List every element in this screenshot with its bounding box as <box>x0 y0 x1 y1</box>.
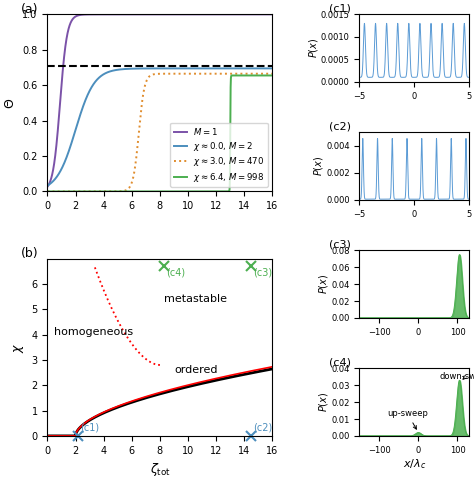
Y-axis label: $P(x)$: $P(x)$ <box>307 38 319 58</box>
$\chi \approx 0.0$, $M = 2$ <box>263 66 268 71</box>
X-axis label: $x/\lambda_c$: $x/\lambda_c$ <box>403 457 426 471</box>
$M = 1$ <box>252 11 257 17</box>
$\chi \approx 6.4$, $M = 998$ <box>252 73 257 79</box>
Line: $M = 1$: $M = 1$ <box>47 14 273 187</box>
$\chi \approx 3.0$, $M = 470$ <box>263 71 268 77</box>
Y-axis label: $P(x)$: $P(x)$ <box>317 274 330 294</box>
Text: (c1): (c1) <box>80 423 99 433</box>
$\chi \approx 6.4$, $M = 998$ <box>208 189 214 194</box>
Text: metastable: metastable <box>164 294 227 304</box>
$\chi \approx 3.0$, $M = 470$ <box>45 189 50 194</box>
$\chi \approx 6.4$, $M = 998$ <box>139 189 145 194</box>
$\chi \approx 6.4$, $M = 998$ <box>141 189 146 194</box>
Text: (c2): (c2) <box>329 122 351 132</box>
Text: (c3): (c3) <box>254 267 273 277</box>
Text: (b): (b) <box>20 247 38 260</box>
Y-axis label: $P(x)$: $P(x)$ <box>312 156 325 176</box>
Text: homogeneous: homogeneous <box>55 327 134 337</box>
$\chi \approx 3.0$, $M = 470$ <box>139 100 145 106</box>
$M = 1$ <box>208 11 214 17</box>
$\chi \approx 0.0$, $M = 2$ <box>252 66 257 71</box>
$M = 1$ <box>263 11 268 17</box>
X-axis label: $\zeta_{\mathrm{tot}}$: $\zeta_{\mathrm{tot}}$ <box>149 461 170 478</box>
$M = 1$ <box>141 11 146 17</box>
$M = 1$ <box>45 184 50 190</box>
Y-axis label: $\chi$: $\chi$ <box>12 342 26 353</box>
$\chi \approx 0.0$, $M = 2$ <box>45 183 50 189</box>
$\chi \approx 0.0$, $M = 2$ <box>152 66 157 71</box>
$\chi \approx 0.0$, $M = 2$ <box>208 66 214 71</box>
$\chi \approx 3.0$, $M = 470$ <box>239 71 245 77</box>
$\chi \approx 0.0$, $M = 2$ <box>139 66 145 71</box>
$\chi \approx 6.4$, $M = 998$ <box>152 189 157 194</box>
$\chi \approx 3.0$, $M = 470$ <box>208 71 214 77</box>
Line: $\chi \approx 6.4$, $M = 998$: $\chi \approx 6.4$, $M = 998$ <box>47 76 273 192</box>
Text: (c4): (c4) <box>329 358 351 368</box>
Text: (c3): (c3) <box>329 240 351 250</box>
$M = 1$ <box>270 11 275 17</box>
$M = 1$ <box>139 11 145 17</box>
$\chi \approx 0.0$, $M = 2$ <box>270 66 275 71</box>
Line: $\chi \approx 3.0$, $M = 470$: $\chi \approx 3.0$, $M = 470$ <box>47 74 273 192</box>
$M = 1$ <box>186 11 192 17</box>
$\chi \approx 3.0$, $M = 470$ <box>152 71 157 77</box>
Text: ordered: ordered <box>174 365 218 375</box>
$\chi \approx 6.4$, $M = 998$ <box>263 73 268 79</box>
Text: (c2): (c2) <box>253 423 272 433</box>
$\chi \approx 6.4$, $M = 998$ <box>270 73 275 79</box>
$\chi \approx 3.0$, $M = 470$ <box>270 71 275 77</box>
Legend: $M = 1$, $\chi \approx 0.0$, $M = 2$, $\chi \approx 3.0$, $M = 470$, $\chi \appr: $M = 1$, $\chi \approx 0.0$, $M = 2$, $\… <box>170 123 268 187</box>
Text: (c1): (c1) <box>329 4 351 14</box>
Y-axis label: $P(x)$: $P(x)$ <box>317 392 330 412</box>
Text: down-sweep: down-sweep <box>440 372 474 380</box>
Text: up-sweep: up-sweep <box>387 409 428 429</box>
Y-axis label: Θ: Θ <box>4 98 17 108</box>
$\chi \approx 6.4$, $M = 998$ <box>234 73 239 79</box>
$\chi \approx 3.0$, $M = 470$ <box>252 71 257 77</box>
$\chi \approx 3.0$, $M = 470$ <box>141 88 146 94</box>
$\chi \approx 6.4$, $M = 998$ <box>45 189 50 194</box>
$\chi \approx 0.0$, $M = 2$ <box>141 66 146 71</box>
Line: $\chi \approx 0.0$, $M = 2$: $\chi \approx 0.0$, $M = 2$ <box>47 68 273 186</box>
Text: (a): (a) <box>20 2 38 16</box>
$M = 1$ <box>152 11 157 17</box>
Text: (c4): (c4) <box>166 267 185 277</box>
